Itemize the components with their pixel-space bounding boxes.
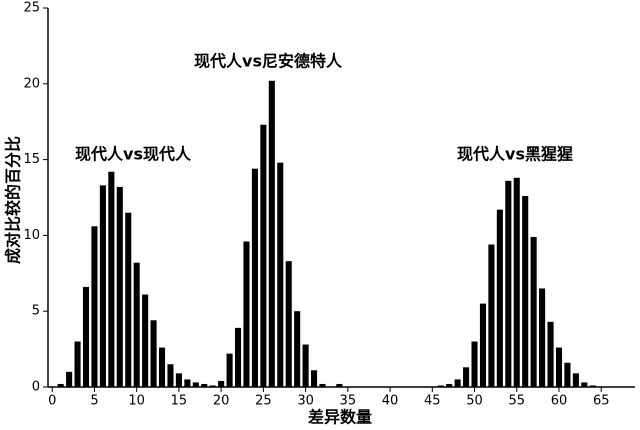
bar — [311, 370, 318, 387]
bar — [522, 195, 529, 387]
bar — [555, 347, 563, 387]
x-tick-label: 35 — [340, 394, 357, 409]
bar — [150, 320, 157, 387]
bar — [74, 341, 81, 387]
bar — [336, 383, 343, 387]
bar — [158, 347, 166, 387]
bar — [277, 162, 284, 387]
y-tick-label: 20 — [23, 76, 40, 91]
bar — [547, 321, 554, 387]
bar — [142, 294, 149, 387]
x-tick-label: 45 — [424, 394, 441, 409]
bar — [234, 327, 242, 387]
bar — [209, 385, 216, 387]
bar — [471, 341, 478, 387]
bar — [133, 262, 140, 387]
x-tick-label: 10 — [128, 394, 145, 409]
bar — [167, 364, 174, 387]
annotation: 现代人vs黑猩猩 — [457, 145, 573, 164]
bar — [116, 186, 123, 387]
bar — [488, 244, 495, 387]
bar — [192, 382, 199, 387]
bar — [505, 180, 512, 387]
y-tick-label: 15 — [23, 152, 40, 167]
bar — [454, 379, 461, 387]
bar — [479, 303, 487, 387]
x-tick-label: 25 — [255, 394, 272, 409]
bar — [446, 383, 453, 387]
x-axis-label: 差异数量 — [308, 408, 372, 427]
annotation: 现代人vs尼安德特人 — [194, 52, 343, 71]
bar — [463, 367, 470, 387]
bar — [513, 177, 520, 387]
y-tick-label: 5 — [32, 304, 40, 319]
x-tick-label: 50 — [466, 394, 483, 409]
x-tick-label: 65 — [593, 394, 610, 409]
x-tick-label: 15 — [171, 394, 188, 409]
bar — [218, 380, 225, 387]
x-tick-label: 40 — [382, 394, 399, 409]
bar — [530, 236, 537, 387]
bar — [589, 385, 596, 387]
bar — [581, 382, 588, 387]
bar — [268, 80, 275, 387]
bar — [319, 383, 326, 387]
y-tick-label: 10 — [23, 228, 40, 243]
bar — [201, 383, 208, 387]
bar — [251, 168, 258, 387]
x-tick-label: 60 — [551, 394, 568, 409]
bar — [226, 353, 233, 387]
bar — [99, 185, 106, 387]
bar — [572, 373, 579, 387]
y-tick-label: 0 — [32, 380, 40, 395]
x-tick-label: 20 — [213, 394, 230, 409]
x-tick-label: 55 — [508, 394, 525, 409]
bar — [539, 288, 546, 387]
bar — [496, 209, 503, 387]
x-tick-label: 30 — [297, 394, 314, 409]
bar — [260, 124, 267, 388]
bar — [184, 379, 191, 387]
bar — [243, 241, 250, 387]
bar — [564, 362, 571, 387]
bar — [175, 373, 182, 387]
x-tick-label: 0 — [48, 394, 56, 409]
bar — [285, 261, 292, 387]
y-tick-label: 25 — [23, 1, 40, 16]
bar — [437, 385, 444, 387]
x-tick-label: 5 — [90, 394, 98, 409]
bar — [66, 371, 73, 387]
bar — [91, 226, 98, 387]
bar — [302, 344, 309, 387]
bar — [125, 212, 132, 387]
bar — [82, 286, 90, 387]
annotation: 现代人vs现代人 — [75, 145, 192, 164]
y-axis-label: 成对比较的百分比 — [4, 136, 23, 264]
bar — [108, 171, 115, 387]
bar — [294, 311, 301, 387]
bar — [57, 383, 64, 387]
